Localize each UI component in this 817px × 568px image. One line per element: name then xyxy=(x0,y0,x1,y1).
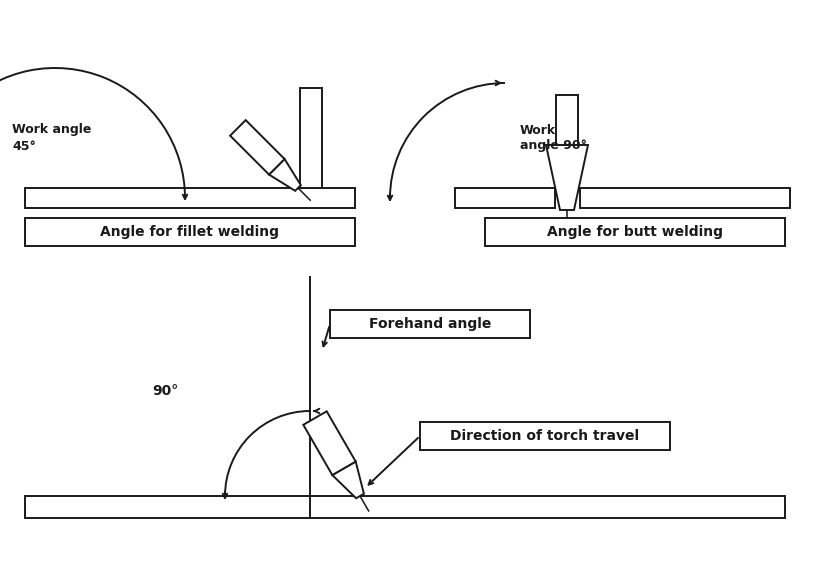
Text: 90°: 90° xyxy=(152,384,178,398)
Bar xyxy=(300,88,322,188)
Polygon shape xyxy=(269,159,301,191)
Bar xyxy=(25,496,785,518)
Bar xyxy=(25,218,355,246)
Bar xyxy=(485,218,785,246)
Polygon shape xyxy=(333,462,364,498)
Text: Work
angle 90°: Work angle 90° xyxy=(520,123,587,152)
Polygon shape xyxy=(230,120,284,174)
Bar xyxy=(25,188,355,208)
Text: Angle for fillet welding: Angle for fillet welding xyxy=(100,225,279,239)
Bar xyxy=(580,188,790,208)
Bar xyxy=(330,310,530,338)
Polygon shape xyxy=(546,145,588,210)
Polygon shape xyxy=(303,411,355,475)
Text: Angle for butt welding: Angle for butt welding xyxy=(547,225,723,239)
Bar xyxy=(420,422,670,450)
Text: Forehand angle: Forehand angle xyxy=(368,317,491,331)
Bar xyxy=(556,95,578,145)
Text: Work angle
45°: Work angle 45° xyxy=(12,123,92,152)
Bar xyxy=(455,188,555,208)
Text: Direction of torch travel: Direction of torch travel xyxy=(450,429,640,443)
